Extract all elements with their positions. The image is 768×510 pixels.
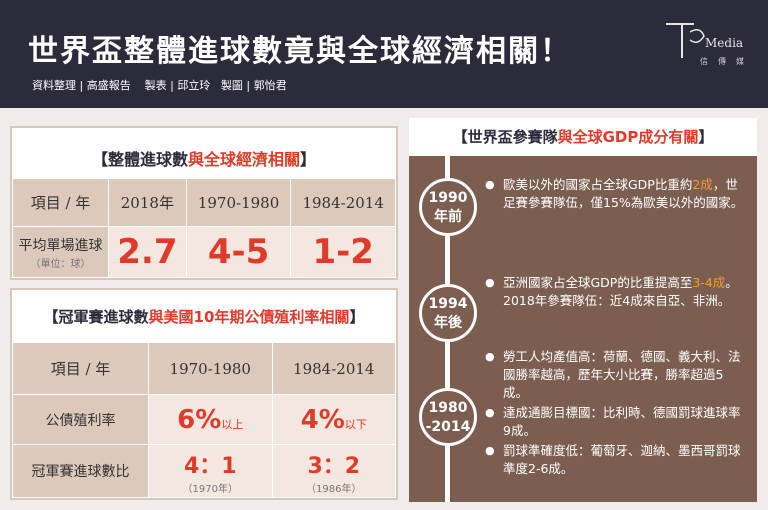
finals-bond-panel: 【冠軍賽進球數與美國10年期公債殖利率相關】 項目 / 年 1970-1980 … bbox=[10, 288, 398, 500]
goals-economy-table: 項目 / 年 2018年 1970-1980 1984-2014 平均單場進球 … bbox=[12, 178, 396, 278]
media-logo-icon bbox=[666, 23, 705, 58]
finals-bond-table: 項目 / 年 1970-1980 1984-2014 公債殖利率 6%以上 4%… bbox=[12, 342, 396, 498]
period-circle: 1990 年前 bbox=[419, 178, 477, 236]
table2-year: 1984-2014 bbox=[271, 342, 396, 395]
table1-row-label: 平均單場進球 （單位：球） bbox=[12, 226, 109, 278]
period-3-bullets: 勞工人均產值高：荷蘭、德國、義大利、法國勝率越高，歷年大小比賽，勝率超過5成。 … bbox=[485, 348, 747, 480]
list-item: 罰球準確度低：葡萄牙、迦納、墨西哥罰球準度2-6成。 bbox=[485, 442, 747, 478]
table2-yield-value: 6%以上 bbox=[148, 394, 273, 445]
table2-header-label: 項目 / 年 bbox=[12, 342, 149, 395]
period-2-bullets: 亞洲國家占全球GDP的比重提高至3-4成。2018年參賽隊伍：近4成來自亞、非洲… bbox=[485, 274, 747, 312]
table2-yield-value: 4%以下 bbox=[271, 394, 396, 445]
table1-value: 4-5 bbox=[185, 226, 292, 278]
table1-year: 1984-2014 bbox=[290, 178, 396, 227]
table1-year: 2018年 bbox=[108, 178, 187, 227]
table1-value: 2.7 bbox=[108, 226, 187, 278]
table2-row1-label: 公債殖利率 bbox=[12, 394, 149, 445]
table1-year: 1970-1980 bbox=[185, 178, 292, 227]
credits-line: 資料整理 | 高盛報告 製表 | 邱立玲 製圖 | 郭怡君 bbox=[32, 79, 287, 92]
table2-score-value: 4：1 （1970年） bbox=[148, 444, 273, 498]
right-title: 【世界盃參賽隊與全球GDP成分有關】 bbox=[452, 128, 714, 146]
list-item: 勞工人均產值高：荷蘭、德國、義大利、法國勝率越高，歷年大小比賽，勝率超過5成。 bbox=[485, 348, 747, 402]
table2-title: 【冠軍賽進球數與美國10年期公債殖利率相關】 bbox=[43, 308, 365, 326]
table1-header-label: 項目 / 年 bbox=[12, 178, 109, 227]
table1-value: 1-2 bbox=[290, 226, 396, 278]
list-item: 亞洲國家占全球GDP的比重提高至3-4成。2018年參賽隊伍：近4成來自亞、非洲… bbox=[485, 274, 747, 310]
table1-title: 【整體進球數與全球經濟相關】 bbox=[91, 150, 317, 169]
period-circle: 1980 -2014 bbox=[419, 388, 477, 446]
table2-row2-label: 冠軍賽進球數比 bbox=[12, 444, 149, 498]
table2-score-value: 3：2 （1986年） bbox=[271, 444, 396, 498]
logo-text: Media bbox=[705, 36, 744, 50]
list-item: 歐美以外的國家占全球GDP比重約2成，世足賽參賽隊伍，僅15%為歐美以外的國家。 bbox=[485, 176, 747, 212]
list-item: 達成通膨目標國：比利時、德國罰球進球率9成。 bbox=[485, 404, 747, 440]
table2-year: 1970-1980 bbox=[148, 342, 273, 395]
goals-economy-panel: 【整體進球數與全球經濟相關】 項目 / 年 2018年 1970-1980 19… bbox=[10, 126, 398, 280]
header-banner: 世界盃整體進球數竟與全球經濟相關！ 資料整理 | 高盛報告 製表 | 邱立玲 製… bbox=[0, 0, 768, 108]
period-circle: 1994 年後 bbox=[419, 284, 477, 342]
period-1-bullets: 歐美以外的國家占全球GDP比重約2成，世足賽參賽隊伍，僅15%為歐美以外的國家。 bbox=[485, 176, 747, 214]
logo-subtext: 信傳媒 bbox=[700, 57, 754, 66]
page-title: 世界盃整體進球數竟與全球經濟相關！ bbox=[28, 34, 572, 69]
